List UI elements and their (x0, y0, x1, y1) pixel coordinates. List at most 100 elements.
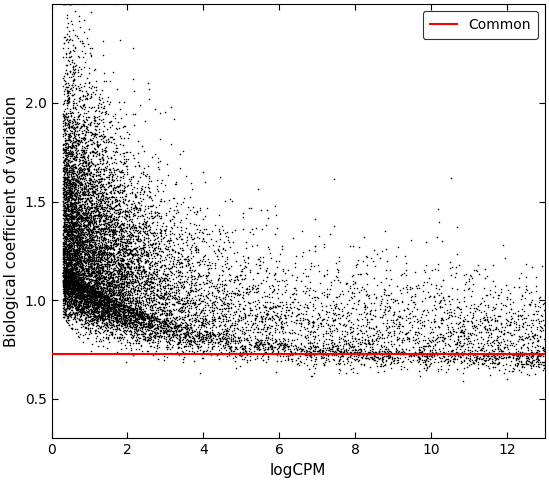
Point (162, 337, 171, 345)
Point (138, 314, 147, 322)
Point (253, 284, 262, 292)
Point (94, 262, 103, 270)
Point (82, 128, 91, 136)
Point (60, 255, 69, 263)
Point (146, 278, 155, 286)
Point (71, 263, 80, 271)
Point (490, 353, 499, 361)
Point (82, 142, 91, 150)
Point (489, 348, 497, 355)
Point (61, 209, 70, 217)
Point (60, 309, 69, 317)
Point (71, 284, 80, 292)
Point (533, 334, 541, 342)
Point (217, 301, 226, 308)
Point (70, 256, 79, 264)
Point (59, 278, 68, 285)
Point (133, 250, 142, 258)
Point (74, 292, 82, 299)
Point (132, 316, 141, 323)
Point (80, 265, 89, 272)
Point (75, 214, 83, 222)
Point (72, 297, 81, 305)
Point (61, 267, 70, 275)
Point (61, 291, 70, 298)
Point (111, 223, 120, 230)
Point (100, 211, 109, 219)
Point (431, 349, 440, 357)
Point (255, 308, 264, 316)
Point (499, 351, 508, 359)
Point (163, 343, 171, 351)
Point (266, 315, 274, 322)
Point (126, 305, 135, 313)
Point (64, 284, 72, 292)
Point (100, 307, 109, 314)
Point (152, 347, 160, 355)
Point (208, 279, 216, 287)
Point (200, 295, 209, 303)
Point (64, 160, 72, 168)
Point (64, 241, 72, 249)
Point (71, 209, 80, 216)
Point (64, 213, 73, 220)
Point (127, 174, 136, 181)
Point (119, 275, 127, 283)
Point (105, 268, 114, 276)
Point (96, 187, 104, 195)
Point (148, 323, 156, 331)
Point (75, 54, 84, 61)
Point (60, 215, 69, 223)
Point (164, 237, 173, 244)
Point (99, 297, 108, 305)
Point (194, 258, 203, 266)
Point (228, 238, 237, 246)
Point (171, 330, 180, 338)
Point (76, 137, 85, 145)
Point (102, 301, 110, 309)
Point (114, 333, 123, 341)
Point (70, 273, 79, 281)
Point (519, 361, 528, 368)
Point (494, 342, 502, 349)
Point (201, 238, 210, 246)
Point (130, 121, 138, 129)
Point (71, 180, 80, 188)
Point (69, 245, 78, 253)
Point (65, 186, 74, 193)
Point (103, 293, 112, 300)
Point (90, 261, 99, 268)
Point (69, 65, 77, 73)
Point (71, 134, 80, 142)
Point (489, 340, 498, 348)
Point (83, 222, 92, 229)
Point (107, 290, 116, 297)
Point (95, 189, 104, 197)
Point (60, 276, 69, 283)
Point (298, 346, 306, 354)
Point (120, 228, 128, 236)
Point (111, 193, 120, 201)
Point (62, 198, 71, 206)
Point (85, 219, 93, 227)
Point (144, 183, 153, 191)
Point (523, 370, 531, 378)
Point (86, 270, 95, 278)
Point (85, 272, 94, 280)
Point (335, 338, 344, 346)
Point (65, 166, 74, 174)
Point (117, 302, 126, 310)
Point (84, 220, 93, 228)
Point (183, 261, 192, 269)
Point (61, 225, 70, 233)
Point (148, 327, 157, 335)
Point (108, 225, 117, 232)
Point (87, 315, 96, 323)
Point (80, 208, 89, 215)
Point (66, 268, 75, 276)
Point (69, 170, 78, 177)
Point (118, 293, 127, 301)
Point (96, 273, 105, 281)
Point (70, 254, 79, 261)
Point (96, 201, 104, 209)
